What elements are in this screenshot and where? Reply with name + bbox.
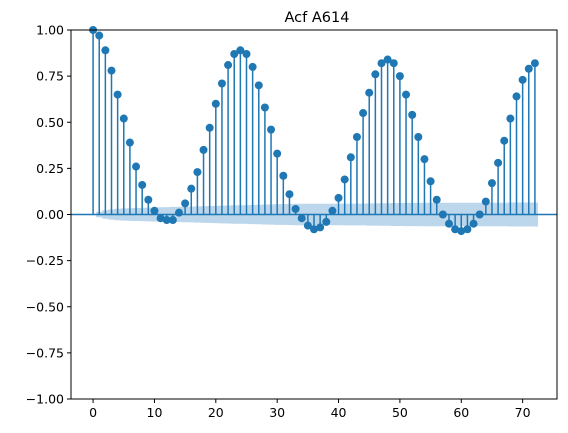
stem-marker — [291, 204, 300, 213]
stem-marker — [512, 92, 521, 101]
stem-marker — [506, 114, 515, 123]
stem-marker — [346, 153, 355, 162]
stem-marker — [199, 145, 208, 154]
tick-layer: 0 10 20 30 40 50 60 70 −1.00 −0.75 −0.50 −0.25 0.00 0… — [26, 23, 531, 421]
stem-marker — [383, 55, 392, 64]
stem-marker — [132, 162, 141, 171]
stem-marker — [359, 109, 368, 118]
stem-marker — [395, 72, 404, 81]
stem-marker — [408, 110, 417, 119]
stem-marker — [156, 214, 165, 223]
stem-marker — [457, 227, 466, 236]
stem-marker — [236, 46, 245, 55]
stem-marker — [328, 206, 337, 215]
stem-marker — [463, 225, 472, 234]
stem-marker — [119, 114, 128, 123]
stem-marker — [494, 158, 503, 167]
stem-marker — [352, 133, 361, 142]
stem-marker — [365, 88, 374, 97]
y-tick-label: 0.00 — [36, 207, 64, 222]
stem-marker — [481, 197, 490, 206]
stem-marker — [414, 133, 423, 142]
x-tick-label: 60 — [453, 405, 469, 420]
x-tick-label: 50 — [392, 405, 408, 420]
stem-marker — [420, 155, 429, 164]
x-tick-label: 70 — [515, 405, 531, 420]
stem-marker — [107, 66, 116, 75]
stem-marker — [205, 123, 214, 132]
stem-marker — [230, 49, 239, 58]
y-tick-label: −0.25 — [26, 253, 64, 268]
x-tick-label: 30 — [269, 405, 285, 420]
y-tick-label: −0.75 — [26, 345, 64, 360]
stem-marker — [340, 175, 349, 184]
stem-marker — [426, 177, 435, 186]
stem-marker — [334, 193, 343, 202]
stem-marker — [217, 79, 226, 88]
stem-marker — [316, 223, 325, 232]
stem-marker — [297, 214, 306, 223]
stem-marker — [193, 168, 202, 177]
stem-marker — [310, 225, 318, 234]
stem-marker — [168, 216, 177, 225]
chart-title: Acf A614 — [285, 10, 350, 26]
stem-marker — [95, 31, 104, 40]
stem-marker — [469, 219, 478, 228]
stem-marker — [224, 61, 233, 70]
stem-marker — [322, 217, 331, 226]
stem-marker — [162, 216, 171, 225]
stem-marker — [273, 149, 282, 158]
y-tick-label: 0.50 — [36, 115, 64, 130]
stem-marker — [285, 190, 294, 199]
x-tick-label: 20 — [208, 405, 224, 420]
x-tick-label: 0 — [89, 405, 97, 420]
stem-marker — [451, 225, 460, 234]
stem-marker — [524, 64, 533, 73]
y-tick-label: 1.00 — [36, 23, 64, 38]
stem-marker — [138, 180, 147, 189]
stem-marker — [248, 62, 257, 71]
stem-marker — [303, 221, 312, 230]
stem-marker — [530, 59, 539, 68]
stem-marker — [113, 90, 122, 99]
stem-marker — [518, 75, 527, 84]
stem-marker — [432, 195, 441, 204]
stem-marker — [101, 46, 110, 55]
y-tick-label: −0.50 — [26, 299, 64, 314]
stem-marker — [500, 136, 509, 145]
stem-marker — [445, 219, 453, 228]
y-tick-label: 0.25 — [36, 161, 64, 176]
x-tick-label: 40 — [331, 405, 347, 420]
stem-marker — [242, 49, 251, 58]
stem-marker — [175, 208, 183, 217]
stem-marker — [279, 171, 288, 180]
stem-marker — [150, 206, 159, 215]
stem-marker — [377, 59, 386, 68]
stem-marker — [487, 179, 496, 188]
stem-marker — [211, 99, 220, 108]
y-tick-label: 0.75 — [36, 69, 64, 84]
stem-marker — [144, 195, 153, 204]
y-tick-label: −1.00 — [26, 392, 64, 407]
stem-marker — [181, 199, 190, 208]
stem-marker — [267, 125, 276, 134]
stem-marker — [254, 81, 263, 90]
stem-marker — [389, 59, 398, 68]
x-tick-label: 10 — [147, 405, 163, 420]
stem-marker — [125, 138, 134, 147]
stem-marker — [187, 184, 196, 193]
stem-layer — [89, 26, 539, 236]
stem-marker — [402, 90, 411, 99]
stem-marker — [260, 103, 269, 112]
stem-marker — [371, 70, 380, 79]
